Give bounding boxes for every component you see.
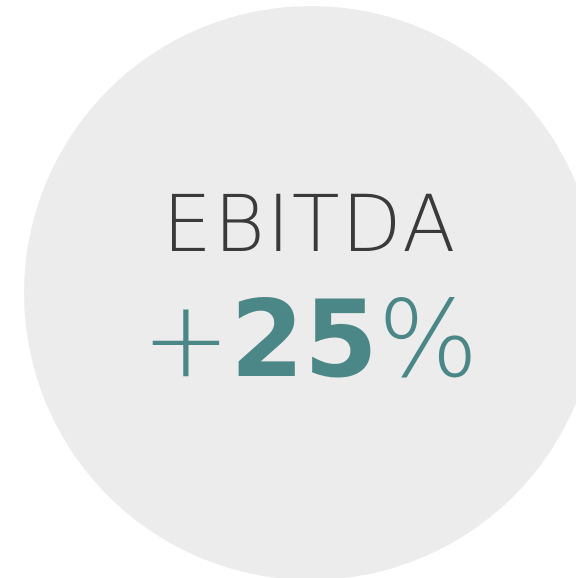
value-sign: + (141, 278, 230, 401)
badge-circle (24, 6, 576, 578)
badge-value: +25% (141, 278, 478, 401)
value-unit: % (378, 278, 479, 401)
badge-label: EBITDA (162, 180, 457, 270)
value-number: 25 (230, 278, 378, 401)
